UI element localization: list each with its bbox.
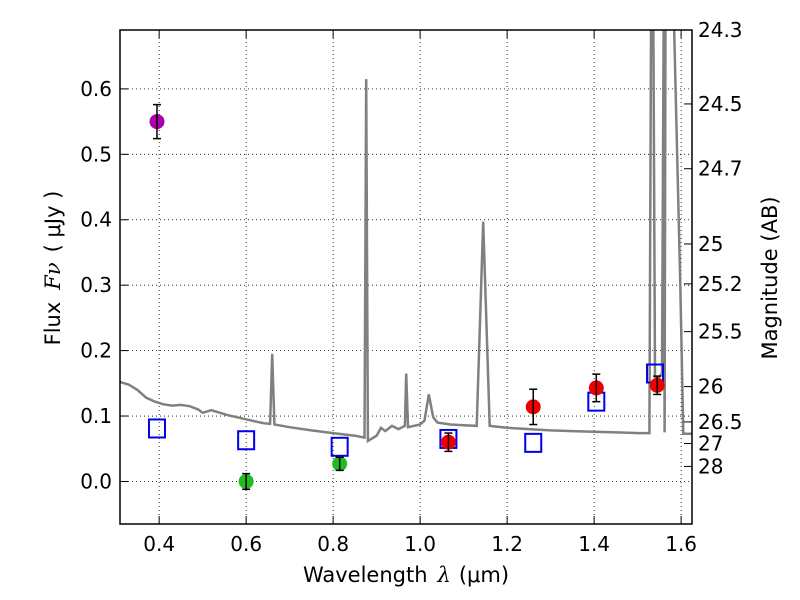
template-spectrum-line (120, 30, 692, 444)
grid-lines (120, 30, 692, 524)
right-tick-label: 24.7 (698, 157, 743, 181)
right-tick-label: 24.5 (698, 92, 743, 116)
x-tick-label: 0.6 (230, 532, 262, 556)
y-axis-title: Flux Fν ( μJy ) (41, 191, 65, 346)
right-tick-label: 25.2 (698, 272, 743, 296)
right-tick-label: 25 (698, 232, 723, 256)
model-point (237, 430, 256, 451)
model-point (147, 418, 166, 439)
y-axis-title-prefix: Flux (41, 302, 65, 346)
y-tick-label: 0.2 (80, 339, 112, 363)
right-tick-label: 26.5 (698, 410, 743, 434)
model-point (524, 432, 543, 453)
x-tick-label: 1.4 (578, 532, 610, 556)
right-tick-label: 26 (698, 375, 723, 399)
y-tick-label: 0.5 (80, 142, 112, 166)
x-axis-title-units: (μm) (459, 563, 509, 587)
x-tick-label: 0.8 (317, 532, 349, 556)
x-tick-label: 1.0 (404, 532, 436, 556)
x-tick-label: 1.2 (491, 532, 523, 556)
axis-ticks: 0.4 0.6 0.8 1.0 1.2 1.4 1.6 0.0 0.1 0.2 0.3 0.4 0.5 0… (80, 18, 742, 556)
y-tick-label: 0.3 (80, 273, 112, 297)
y-tick-label: 0.6 (80, 77, 112, 101)
plot-frame (119, 29, 693, 525)
x-tick-label: 0.4 (143, 532, 175, 556)
x-axis-title-symbol: λ (437, 563, 451, 587)
y-axis-title-symbol: Fν (41, 262, 65, 291)
right-tick-label: 25.5 (698, 320, 743, 344)
right-tick-label: 24.3 (698, 18, 743, 42)
template-spectrum-layer (120, 30, 692, 444)
right-tick-label: 27 (698, 432, 723, 456)
y-axis-title-units: ( μJy ) (41, 191, 65, 253)
x-tick-label: 1.6 (665, 532, 697, 556)
y-tick-label: 0.0 (80, 469, 112, 493)
x-axis-title-prefix: Wavelength (303, 563, 428, 587)
observed-points-layer (149, 103, 665, 491)
x-axis-title: Wavelength λ (μm) (303, 563, 509, 587)
right-axis-title: Magnitude (AB) (758, 196, 782, 359)
y-tick-label: 0.4 (80, 208, 112, 232)
y-tick-label: 0.1 (80, 404, 112, 428)
right-tick-label: 28 (698, 454, 723, 478)
model-point (330, 436, 349, 457)
